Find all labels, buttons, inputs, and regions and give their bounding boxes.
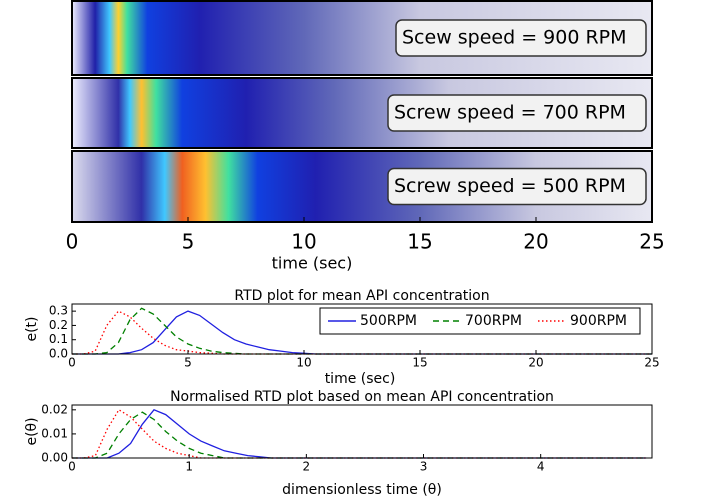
series-line xyxy=(72,411,647,459)
y-tick-label: 0.0 xyxy=(49,347,68,361)
heatmap-strip xyxy=(71,150,653,223)
chart-title: RTD plot for mean API concentration xyxy=(234,288,489,304)
x-tick-label: 15 xyxy=(412,356,427,370)
y-tick-label: 0.3 xyxy=(49,304,68,318)
axes-frame xyxy=(71,303,653,355)
x-tick-label: 25 xyxy=(644,356,659,370)
panel-label: Screw speed = 700 RPM xyxy=(394,102,626,124)
x-tick-label: 0 xyxy=(68,460,76,474)
x-tick-label: 0 xyxy=(68,356,76,370)
x-tick-label: 3 xyxy=(420,460,428,474)
x-tick-label: 0 xyxy=(66,230,79,254)
panel-label-box xyxy=(395,19,647,57)
legend-label: 900RPM xyxy=(570,313,627,329)
y-tick-label: 0.01 xyxy=(41,426,68,440)
series-line xyxy=(72,307,652,355)
series-line xyxy=(72,408,647,459)
y-tick-label: 0.1 xyxy=(49,332,68,346)
x-tick-label: 15 xyxy=(407,230,432,254)
x-tick-label: 4 xyxy=(537,460,545,474)
y-tick-label: 0.00 xyxy=(41,451,68,465)
x-tick-label: 10 xyxy=(291,230,316,254)
y-axis-label: e(t) xyxy=(24,316,40,341)
y-axis-label: e(θ) xyxy=(24,417,40,445)
y-tick-label: 0.2 xyxy=(49,318,68,332)
x-tick-label: 1 xyxy=(185,460,193,474)
x-tick-label: 20 xyxy=(523,230,548,254)
x-tick-label: 5 xyxy=(182,230,195,254)
axes-frame xyxy=(71,404,653,459)
x-tick-label: 20 xyxy=(528,356,543,370)
panel-label: Screw speed = 500 RPM xyxy=(394,175,626,197)
legend-box xyxy=(319,307,641,335)
x-tick-label: 2 xyxy=(303,460,311,474)
panel-label-box xyxy=(387,167,647,206)
y-tick-label: 0.02 xyxy=(41,402,68,416)
legend-label: 700RPM xyxy=(465,313,522,329)
x-axis-label: time (sec) xyxy=(272,254,353,273)
series-line xyxy=(72,409,647,459)
legend-label: 500RPM xyxy=(360,313,417,329)
x-tick-label: 5 xyxy=(184,356,192,370)
x-axis-label: dimensionless time (θ) xyxy=(282,482,442,498)
x-tick-label: 10 xyxy=(296,356,311,370)
panel-label-box xyxy=(387,94,647,132)
chart-title: Normalised RTD plot based on mean API co… xyxy=(170,389,554,405)
panel-label: Scew speed = 900 RPM xyxy=(402,27,627,49)
x-axis-label: time (sec) xyxy=(325,371,396,387)
x-tick-label: 25 xyxy=(639,230,664,254)
